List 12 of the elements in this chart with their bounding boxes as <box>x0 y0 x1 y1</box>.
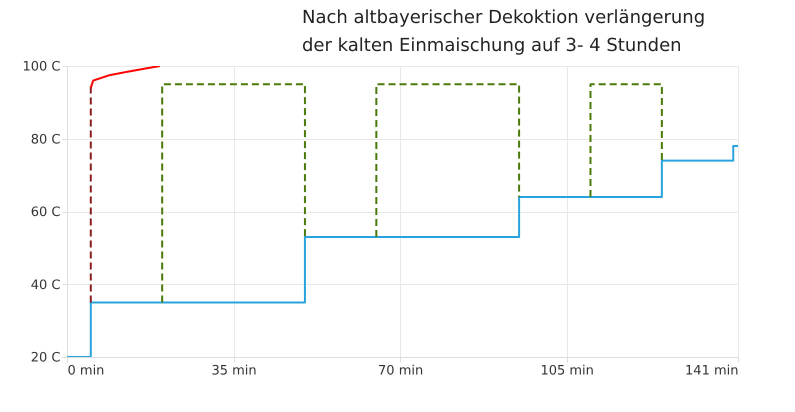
y-tick-label: 100 C <box>22 60 60 74</box>
x-tick-label: 105 min <box>540 364 594 378</box>
y-tick-label: 80 C <box>30 132 60 148</box>
y-tick-label: 40 C <box>30 278 60 293</box>
line-series <box>90 66 161 89</box>
text: Nach altbayerischer Dekoktion verlängerung der kalten Einmaischung auf 3- 4 Stunden <box>302 6 706 58</box>
y-tick-label: 60 C <box>30 205 60 220</box>
x-tick-label: 70 min <box>378 364 424 378</box>
x-tick-label: 35 min <box>211 364 257 378</box>
x-tick-label: 141 min <box>685 364 738 378</box>
y-tick-label: 20 C <box>30 350 60 366</box>
x-tick-label: 0 min <box>68 364 104 378</box>
